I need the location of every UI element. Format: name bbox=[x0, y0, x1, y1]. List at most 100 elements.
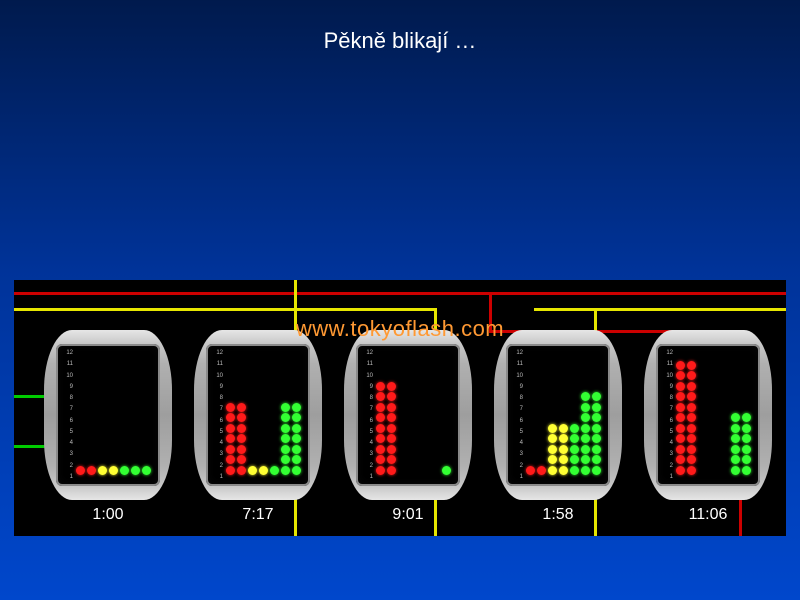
yellow-led bbox=[548, 466, 557, 475]
scale-label: 8 bbox=[209, 395, 223, 401]
red-led bbox=[387, 403, 396, 412]
red-led bbox=[376, 424, 385, 433]
yellow-led bbox=[559, 445, 568, 454]
green-led bbox=[292, 445, 301, 454]
red-led bbox=[76, 466, 85, 475]
red-led bbox=[676, 424, 685, 433]
scale-label: 2 bbox=[359, 463, 373, 469]
scale-label: 6 bbox=[59, 418, 73, 424]
green-led bbox=[742, 413, 751, 422]
red-led bbox=[226, 434, 235, 443]
red-led bbox=[687, 413, 696, 422]
red-led bbox=[687, 403, 696, 412]
circuit-line bbox=[534, 308, 786, 311]
green-led bbox=[281, 455, 290, 464]
scale-label: 2 bbox=[59, 463, 73, 469]
scale-label: 7 bbox=[359, 406, 373, 412]
red-led bbox=[237, 434, 246, 443]
image-area: 1211109876543211:001211109876543217:1712… bbox=[14, 280, 786, 536]
scale-label: 2 bbox=[209, 463, 223, 469]
green-led bbox=[581, 403, 590, 412]
red-led bbox=[687, 392, 696, 401]
green-led bbox=[592, 445, 601, 454]
scale-label: 11 bbox=[209, 361, 223, 367]
watch-scale: 121110987654321 bbox=[659, 350, 673, 480]
red-led bbox=[237, 445, 246, 454]
green-led bbox=[570, 424, 579, 433]
red-led bbox=[687, 434, 696, 443]
scale-label: 12 bbox=[209, 350, 223, 356]
green-led bbox=[581, 455, 590, 464]
green-led bbox=[731, 434, 740, 443]
red-led bbox=[526, 466, 535, 475]
green-led bbox=[592, 434, 601, 443]
yellow-led bbox=[548, 424, 557, 433]
yellow-led bbox=[98, 466, 107, 475]
scale-label: 12 bbox=[659, 350, 673, 356]
green-led bbox=[731, 466, 740, 475]
led-grid bbox=[376, 350, 456, 480]
led-grid bbox=[226, 350, 306, 480]
green-led bbox=[581, 413, 590, 422]
yellow-led bbox=[559, 455, 568, 464]
scale-label: 1 bbox=[59, 474, 73, 480]
scale-label: 6 bbox=[209, 418, 223, 424]
red-led bbox=[226, 403, 235, 412]
green-led bbox=[281, 445, 290, 454]
scale-label: 1 bbox=[659, 474, 673, 480]
watch-scale: 121110987654321 bbox=[209, 350, 223, 480]
red-led bbox=[226, 424, 235, 433]
green-led bbox=[742, 434, 751, 443]
red-led bbox=[376, 392, 385, 401]
red-led bbox=[537, 466, 546, 475]
red-led bbox=[387, 392, 396, 401]
green-led bbox=[570, 455, 579, 464]
watch: 121110987654321 bbox=[194, 330, 322, 500]
scale-label: 9 bbox=[659, 384, 673, 390]
scale-label: 10 bbox=[209, 373, 223, 379]
green-led bbox=[281, 413, 290, 422]
green-led bbox=[592, 424, 601, 433]
watch-caption: 1:58 bbox=[494, 506, 622, 524]
scale-label: 8 bbox=[509, 395, 523, 401]
scale-label: 6 bbox=[659, 418, 673, 424]
green-led bbox=[281, 466, 290, 475]
green-led bbox=[281, 424, 290, 433]
scale-label: 1 bbox=[209, 474, 223, 480]
scale-label: 5 bbox=[59, 429, 73, 435]
red-led bbox=[376, 466, 385, 475]
watch-scale: 121110987654321 bbox=[509, 350, 523, 480]
red-led bbox=[376, 403, 385, 412]
red-led bbox=[676, 466, 685, 475]
green-led bbox=[731, 455, 740, 464]
red-led bbox=[687, 361, 696, 370]
yellow-led bbox=[109, 466, 118, 475]
green-led bbox=[592, 455, 601, 464]
watch-screen: 121110987654321 bbox=[206, 344, 310, 486]
yellow-led bbox=[559, 434, 568, 443]
red-led bbox=[676, 382, 685, 391]
red-led bbox=[687, 371, 696, 380]
scale-label: 4 bbox=[509, 440, 523, 446]
scale-label: 12 bbox=[59, 350, 73, 356]
scale-label: 10 bbox=[659, 373, 673, 379]
green-led bbox=[581, 392, 590, 401]
yellow-led bbox=[548, 445, 557, 454]
red-led bbox=[387, 466, 396, 475]
green-led bbox=[592, 413, 601, 422]
watch-screen: 121110987654321 bbox=[56, 344, 160, 486]
scale-label: 7 bbox=[659, 406, 673, 412]
scale-label: 4 bbox=[209, 440, 223, 446]
red-led bbox=[226, 413, 235, 422]
green-led bbox=[131, 466, 140, 475]
red-led bbox=[676, 392, 685, 401]
scale-label: 11 bbox=[359, 361, 373, 367]
scale-label: 10 bbox=[359, 373, 373, 379]
green-led bbox=[570, 445, 579, 454]
scale-label: 1 bbox=[509, 474, 523, 480]
watch-screen: 121110987654321 bbox=[506, 344, 610, 486]
green-led bbox=[292, 413, 301, 422]
green-led bbox=[292, 424, 301, 433]
scale-label: 7 bbox=[59, 406, 73, 412]
watch-caption: 1:00 bbox=[44, 506, 172, 524]
